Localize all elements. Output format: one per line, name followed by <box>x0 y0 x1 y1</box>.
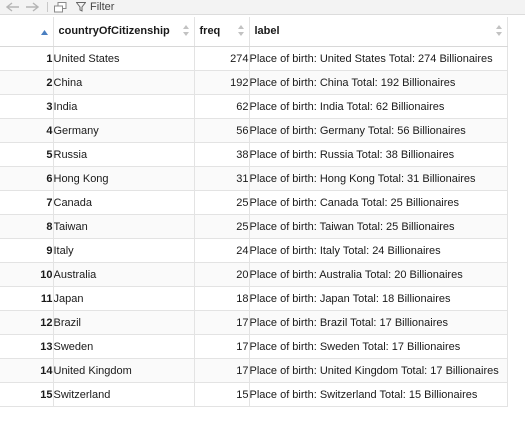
row-index: 5 <box>0 142 54 167</box>
row-index: 6 <box>0 166 54 191</box>
label-cell: Place of birth: Russia Total: 38 Billion… <box>249 142 508 167</box>
toolbar-divider <box>47 2 48 12</box>
table-row: 13 Sweden 17 Place of birth: Sweden Total: … <box>0 334 508 359</box>
row-index: 4 <box>0 118 54 143</box>
label-cell: Place of birth: Brazil Total: 17 Billion… <box>249 310 508 335</box>
table-row: 12 Brazil 17 Place of birth: Brazil Total: … <box>0 310 508 335</box>
country-cell: Japan <box>53 286 195 311</box>
filter-label: Filter <box>90 1 115 13</box>
table-row: 2 China 192 Place of birth: China Total: 19… <box>0 70 508 95</box>
data-table: countryOfCitizenship freq label 1 United … <box>0 17 508 407</box>
table-row: 15 Switzerland 15 Place of birth: Switzerla… <box>0 382 508 407</box>
row-index: 9 <box>0 238 54 263</box>
label-cell: Place of birth: Taiwan Total: 25 Billion… <box>249 214 508 239</box>
column-header-label[interactable]: label <box>249 17 508 47</box>
label-cell: Place of birth: China Total: 192 Billion… <box>249 70 508 95</box>
freq-cell: 25 <box>194 214 250 239</box>
row-index: 10 <box>0 262 54 287</box>
label-cell: Place of birth: United States Total: 274… <box>249 46 508 71</box>
country-cell: China <box>53 70 195 95</box>
table-row: 10 Australia 20 Place of birth: Australia T… <box>0 262 508 287</box>
country-cell: Brazil <box>53 310 195 335</box>
column-header-freq[interactable]: freq <box>194 17 250 47</box>
country-cell: United Kingdom <box>53 358 195 383</box>
table-row: 11 Japan 18 Place of birth: Japan Total: 18… <box>0 286 508 311</box>
sort-toggle-icon <box>495 25 502 36</box>
viewer-toolbar: Filter <box>0 0 525 15</box>
label-cell: Place of birth: India Total: 62 Billiona… <box>249 94 508 119</box>
table-row: 14 United Kingdom 17 Place of birth: United… <box>0 358 508 383</box>
row-index: 2 <box>0 70 54 95</box>
freq-cell: 38 <box>194 142 250 167</box>
row-index: 13 <box>0 334 54 359</box>
table-row: 7 Canada 25 Place of birth: Canada Total: 2… <box>0 190 508 215</box>
freq-cell: 15 <box>194 382 250 407</box>
label-cell: Place of birth: Italy Total: 24 Billiona… <box>249 238 508 263</box>
forward-arrow-icon[interactable] <box>25 1 39 13</box>
table-row: 3 India 62 Place of birth: India Total: 62 … <box>0 94 508 119</box>
filter-button[interactable]: Filter <box>76 0 114 14</box>
row-index: 14 <box>0 358 54 383</box>
label-cell: Place of birth: Switzerland Total: 15 Bi… <box>249 382 508 407</box>
label-cell: Place of birth: Australia Total: 20 Bill… <box>249 262 508 287</box>
column-header-label: freq <box>199 25 221 37</box>
row-index: 15 <box>0 382 54 407</box>
funnel-icon <box>76 2 86 12</box>
country-cell: Germany <box>53 118 195 143</box>
country-cell: India <box>53 94 195 119</box>
popout-window-icon[interactable] <box>54 1 67 13</box>
label-cell: Place of birth: Hong Kong Total: 31 Bill… <box>249 166 508 191</box>
freq-cell: 17 <box>194 334 250 359</box>
label-cell: Place of birth: Japan Total: 18 Billiona… <box>249 286 508 311</box>
row-index: 1 <box>0 46 54 71</box>
country-cell: Australia <box>53 262 195 287</box>
sort-ascending-icon <box>41 26 48 38</box>
column-header-label: countryOfCitizenship <box>58 25 170 37</box>
freq-cell: 24 <box>194 238 250 263</box>
row-index: 8 <box>0 214 54 239</box>
row-index: 3 <box>0 94 54 119</box>
freq-cell: 20 <box>194 262 250 287</box>
country-cell: Switzerland <box>53 382 195 407</box>
country-cell: Russia <box>53 142 195 167</box>
sort-toggle-icon <box>237 25 244 36</box>
label-cell: Place of birth: Sweden Total: 17 Billion… <box>249 334 508 359</box>
label-cell: Place of birth: Canada Total: 25 Billion… <box>249 190 508 215</box>
label-cell: Place of birth: United Kingdom Total: 17… <box>249 358 508 383</box>
row-index-header[interactable] <box>0 17 54 47</box>
row-index: 11 <box>0 286 54 311</box>
table-row: 6 Hong Kong 31 Place of birth: Hong Kong To… <box>0 166 508 191</box>
table-row: 9 Italy 24 Place of birth: Italy Total: 24 … <box>0 238 508 263</box>
back-arrow-icon[interactable] <box>6 1 20 13</box>
freq-cell: 62 <box>194 94 250 119</box>
freq-cell: 56 <box>194 118 250 143</box>
country-cell: Sweden <box>53 334 195 359</box>
table-row: 8 Taiwan 25 Place of birth: Taiwan Total: 2… <box>0 214 508 239</box>
row-index: 7 <box>0 190 54 215</box>
freq-cell: 31 <box>194 166 250 191</box>
table-row: 4 Germany 56 Place of birth: Germany Total:… <box>0 118 508 143</box>
header-row: countryOfCitizenship freq label <box>0 17 508 47</box>
label-cell: Place of birth: Germany Total: 56 Billio… <box>249 118 508 143</box>
country-cell: Italy <box>53 238 195 263</box>
freq-cell: 274 <box>194 46 250 71</box>
sort-toggle-icon <box>182 25 189 36</box>
freq-cell: 17 <box>194 310 250 335</box>
row-index: 12 <box>0 310 54 335</box>
table-row: 5 Russia 38 Place of birth: Russia Total: 3… <box>0 142 508 167</box>
freq-cell: 192 <box>194 70 250 95</box>
country-cell: Taiwan <box>53 214 195 239</box>
freq-cell: 25 <box>194 190 250 215</box>
column-header-label: label <box>254 25 280 37</box>
column-header-countryOfCitizenship[interactable]: countryOfCitizenship <box>53 17 195 47</box>
country-cell: Hong Kong <box>53 166 195 191</box>
freq-cell: 18 <box>194 286 250 311</box>
country-cell: Canada <box>53 190 195 215</box>
country-cell: United States <box>53 46 195 71</box>
table-row: 1 United States 274 Place of birth: United … <box>0 46 508 71</box>
freq-cell: 17 <box>194 358 250 383</box>
